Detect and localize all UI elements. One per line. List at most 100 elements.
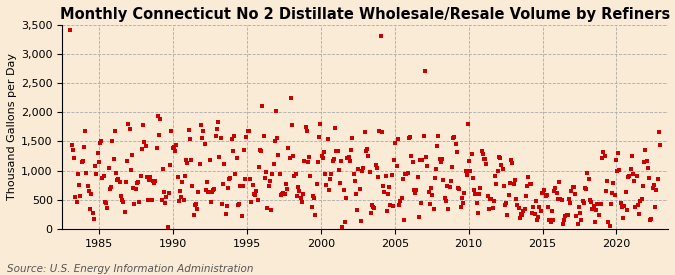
Point bbox=[434, 156, 445, 161]
Point bbox=[323, 188, 334, 192]
Point bbox=[95, 141, 105, 145]
Point bbox=[87, 210, 98, 215]
Point bbox=[441, 199, 452, 203]
Point bbox=[462, 122, 473, 127]
Point bbox=[65, 28, 76, 32]
Point bbox=[465, 169, 476, 173]
Point bbox=[556, 197, 567, 202]
Point bbox=[281, 182, 292, 186]
Point bbox=[413, 214, 424, 219]
Point bbox=[308, 196, 319, 200]
Point bbox=[630, 204, 641, 209]
Point bbox=[502, 213, 513, 217]
Point bbox=[580, 187, 591, 192]
Point bbox=[84, 188, 95, 193]
Point bbox=[368, 205, 379, 209]
Point bbox=[219, 162, 230, 167]
Point bbox=[427, 193, 438, 197]
Point bbox=[217, 202, 227, 206]
Point bbox=[316, 154, 327, 158]
Point bbox=[91, 172, 102, 177]
Point bbox=[105, 187, 115, 191]
Point bbox=[553, 197, 564, 201]
Point bbox=[146, 197, 157, 202]
Point bbox=[253, 165, 264, 169]
Point bbox=[302, 160, 313, 164]
Point bbox=[186, 157, 196, 162]
Point bbox=[501, 201, 512, 205]
Point bbox=[551, 191, 562, 195]
Point bbox=[481, 161, 492, 166]
Point bbox=[295, 196, 306, 200]
Point bbox=[592, 202, 603, 206]
Point bbox=[392, 137, 403, 141]
Point bbox=[650, 205, 661, 209]
Point bbox=[396, 196, 407, 200]
Point bbox=[464, 159, 475, 163]
Point bbox=[558, 222, 568, 226]
Point bbox=[605, 202, 616, 207]
Point bbox=[162, 225, 173, 230]
Point bbox=[329, 157, 340, 161]
Point bbox=[609, 193, 620, 197]
Point bbox=[260, 176, 271, 180]
Point bbox=[193, 189, 204, 194]
Point bbox=[235, 184, 246, 188]
Point bbox=[192, 207, 202, 211]
Point bbox=[242, 128, 253, 133]
Point bbox=[443, 207, 454, 211]
Point bbox=[608, 181, 619, 186]
Point bbox=[514, 216, 525, 221]
Point bbox=[213, 120, 223, 125]
Point bbox=[470, 192, 481, 197]
Point bbox=[562, 212, 573, 217]
Point bbox=[97, 175, 108, 180]
Point bbox=[274, 171, 285, 176]
Point bbox=[176, 195, 187, 199]
Point bbox=[129, 201, 140, 206]
Point bbox=[250, 192, 261, 197]
Point bbox=[423, 189, 434, 194]
Point bbox=[624, 174, 634, 178]
Point bbox=[286, 96, 296, 100]
Point bbox=[363, 154, 374, 158]
Point bbox=[354, 187, 365, 191]
Point bbox=[159, 189, 169, 194]
Point bbox=[299, 159, 310, 163]
Point bbox=[344, 159, 355, 163]
Point bbox=[150, 178, 161, 183]
Point bbox=[444, 185, 455, 189]
Point bbox=[468, 175, 479, 180]
Point bbox=[352, 208, 362, 212]
Point bbox=[485, 197, 495, 202]
Point bbox=[582, 171, 593, 175]
Point bbox=[184, 137, 195, 141]
Point bbox=[374, 129, 385, 134]
Point bbox=[622, 175, 633, 179]
Point bbox=[208, 188, 219, 192]
Point bbox=[593, 213, 604, 218]
Point bbox=[544, 217, 555, 222]
Point bbox=[387, 204, 398, 208]
Point bbox=[292, 194, 302, 199]
Point bbox=[290, 172, 301, 177]
Point bbox=[226, 137, 237, 141]
Point bbox=[532, 218, 543, 222]
Point bbox=[598, 150, 609, 155]
Point bbox=[405, 134, 416, 139]
Point bbox=[337, 225, 348, 230]
Point bbox=[232, 156, 242, 160]
Point bbox=[115, 194, 126, 198]
Point bbox=[469, 187, 480, 192]
Point bbox=[224, 176, 235, 181]
Point bbox=[585, 198, 595, 202]
Point bbox=[239, 148, 250, 153]
Point bbox=[70, 194, 81, 199]
Point bbox=[406, 154, 417, 159]
Point bbox=[380, 174, 391, 178]
Point bbox=[541, 193, 552, 197]
Point bbox=[540, 194, 551, 198]
Point bbox=[272, 136, 283, 141]
Point bbox=[450, 142, 461, 146]
Point bbox=[151, 146, 162, 151]
